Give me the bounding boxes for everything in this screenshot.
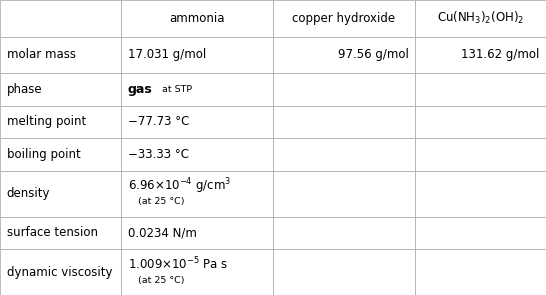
Text: ammonia: ammonia	[169, 12, 225, 25]
Bar	[415, 0, 546, 37]
Bar	[415, 217, 546, 249]
Bar	[415, 171, 546, 217]
Bar	[273, 106, 415, 138]
Bar	[121, 106, 273, 138]
Text: gas: gas	[128, 83, 152, 96]
Bar	[0, 37, 121, 73]
Text: −77.73 °C: −77.73 °C	[128, 115, 189, 128]
Text: melting point: melting point	[7, 115, 86, 128]
Bar	[0, 249, 121, 295]
Bar	[415, 249, 546, 295]
Bar	[121, 37, 273, 73]
Text: (at 25 °C): (at 25 °C)	[138, 197, 184, 206]
Bar	[0, 217, 121, 249]
Bar	[273, 171, 415, 217]
Text: density: density	[7, 187, 50, 200]
Bar	[121, 73, 273, 106]
Text: (at 25 °C): (at 25 °C)	[138, 276, 184, 285]
Bar	[121, 0, 273, 37]
Bar	[0, 73, 121, 106]
Text: 97.56 g/mol: 97.56 g/mol	[337, 48, 408, 61]
Bar	[273, 73, 415, 106]
Text: 1.009$\times$10$^{-5}$ Pa s: 1.009$\times$10$^{-5}$ Pa s	[128, 256, 228, 273]
Text: 6.96$\times$10$^{-4}$ g/cm$^3$: 6.96$\times$10$^{-4}$ g/cm$^3$	[128, 176, 231, 196]
Text: 0.0234 N/m: 0.0234 N/m	[128, 226, 197, 239]
Bar	[415, 73, 546, 106]
Text: surface tension: surface tension	[7, 226, 98, 239]
Text: 17.031 g/mol: 17.031 g/mol	[128, 48, 206, 61]
Bar	[273, 138, 415, 171]
Bar	[121, 171, 273, 217]
Bar	[121, 138, 273, 171]
Bar	[0, 171, 121, 217]
Text: Cu(NH$_3$)$_2$(OH)$_2$: Cu(NH$_3$)$_2$(OH)$_2$	[437, 10, 524, 26]
Bar	[0, 0, 121, 37]
Text: 131.62 g/mol: 131.62 g/mol	[461, 48, 539, 61]
Bar	[415, 138, 546, 171]
Bar	[0, 138, 121, 171]
Bar	[273, 0, 415, 37]
Text: phase: phase	[7, 83, 42, 96]
Text: at STP: at STP	[156, 85, 192, 94]
Text: boiling point: boiling point	[7, 148, 80, 161]
Bar	[121, 217, 273, 249]
Text: molar mass: molar mass	[7, 48, 75, 61]
Bar	[415, 106, 546, 138]
Bar	[121, 249, 273, 295]
Bar	[415, 37, 546, 73]
Text: dynamic viscosity: dynamic viscosity	[7, 266, 112, 278]
Bar	[273, 217, 415, 249]
Bar	[273, 37, 415, 73]
Text: copper hydroxide: copper hydroxide	[293, 12, 395, 25]
Bar	[273, 249, 415, 295]
Bar	[0, 106, 121, 138]
Text: −33.33 °C: −33.33 °C	[128, 148, 189, 161]
